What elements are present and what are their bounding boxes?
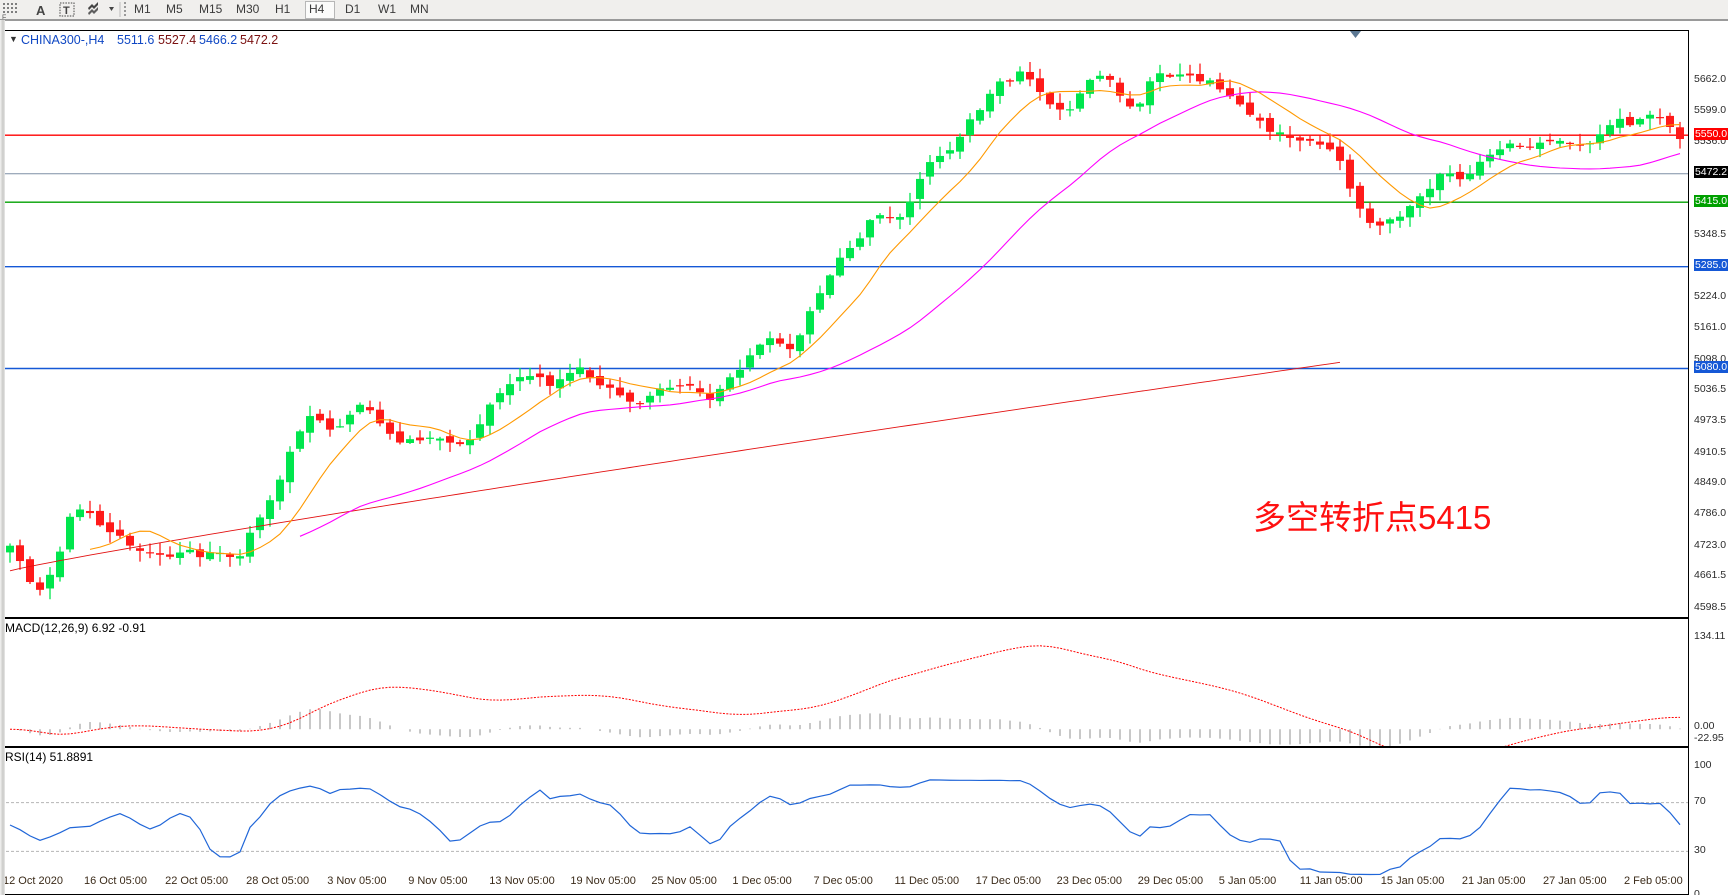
svg-text:多空转折点5415: 多空转折点5415 <box>1253 499 1491 536</box>
svg-text:A: A <box>36 3 46 18</box>
svg-text:T: T <box>63 5 70 17</box>
